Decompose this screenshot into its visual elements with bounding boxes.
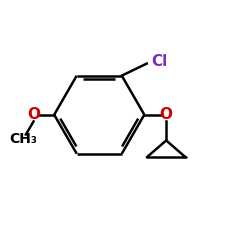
Text: CH₃: CH₃ bbox=[9, 132, 37, 146]
Text: Cl: Cl bbox=[152, 54, 168, 69]
Text: O: O bbox=[160, 107, 173, 122]
Text: O: O bbox=[27, 107, 40, 122]
